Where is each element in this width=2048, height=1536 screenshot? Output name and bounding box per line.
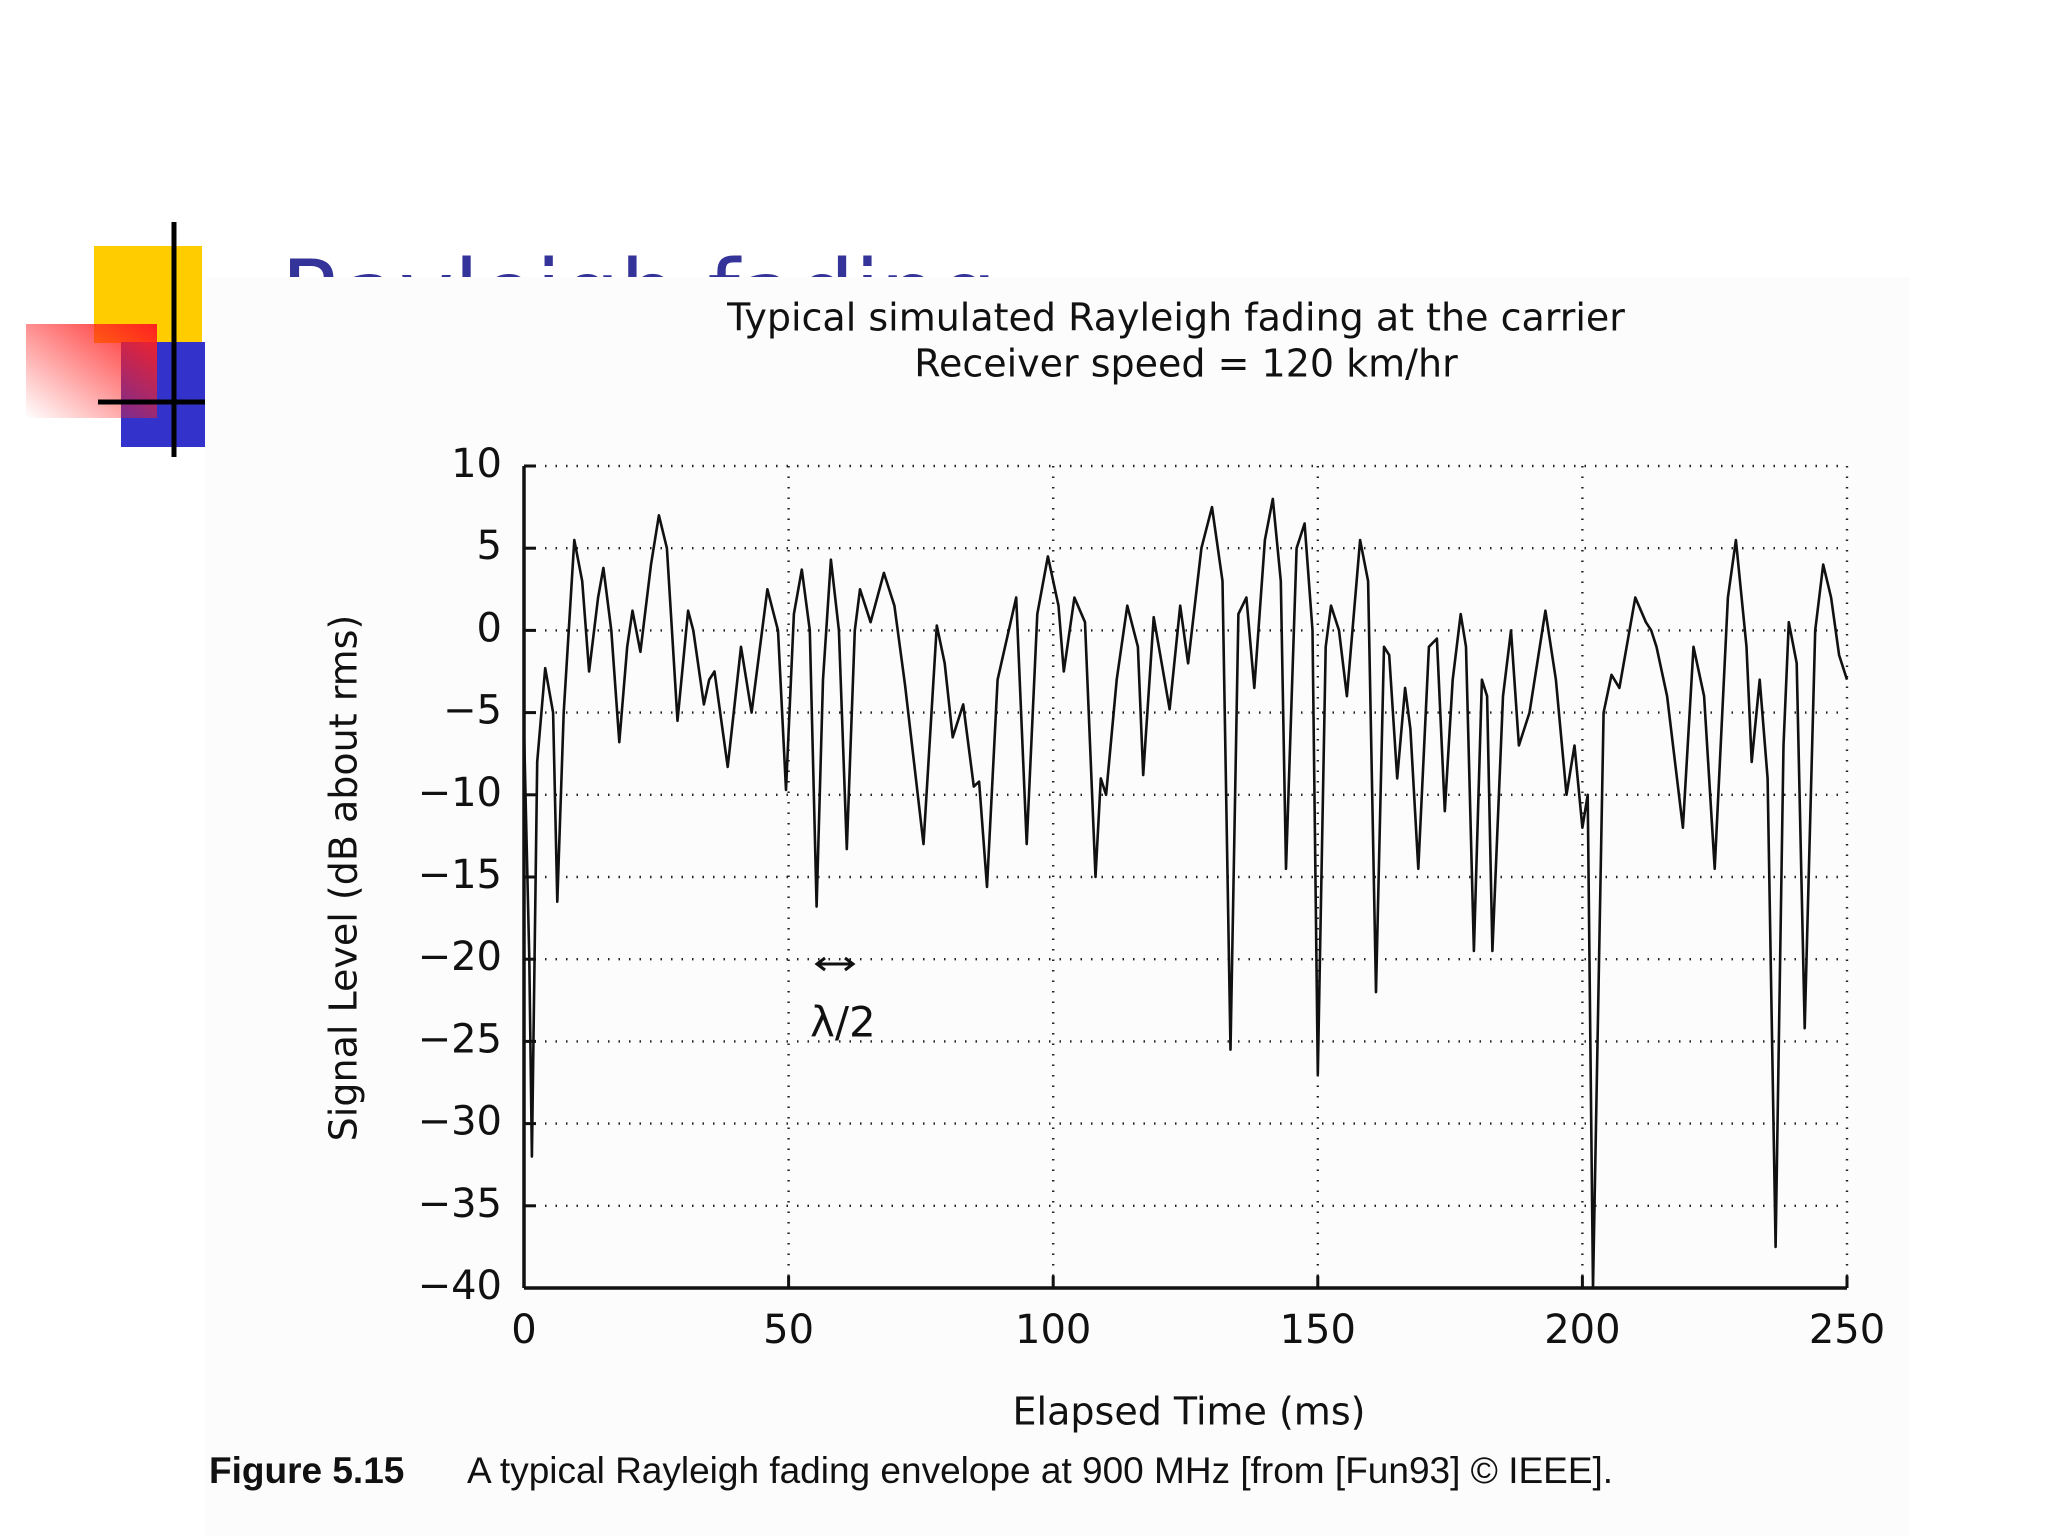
y-tick-label: 5 — [477, 523, 502, 569]
x-tick-label: 250 — [1809, 1307, 1885, 1353]
y-axis-label: Signal Level (dB about rms) — [322, 615, 366, 1142]
y-tick-label: −10 — [418, 770, 502, 816]
figure-panel — [205, 277, 1910, 1536]
x-tick-label: 200 — [1544, 1307, 1620, 1353]
chart-subtitle: Receiver speed = 120 km/hr — [914, 342, 1458, 386]
y-tick-label: −40 — [418, 1263, 502, 1309]
y-tick-label: −15 — [418, 852, 502, 898]
y-tick-label: −35 — [418, 1181, 502, 1227]
caption-label: Figure 5.15 — [209, 1450, 404, 1491]
x-tick-label: 100 — [1015, 1307, 1091, 1353]
x-axis-label: Elapsed Time (ms) — [1013, 1390, 1366, 1434]
y-tick-label: −25 — [418, 1016, 502, 1062]
y-tick-label: 10 — [451, 441, 502, 487]
x-tick-label: 150 — [1280, 1307, 1356, 1353]
chart-title: Typical simulated Rayleigh fading at the… — [726, 296, 1625, 340]
x-tick-label: 50 — [763, 1307, 814, 1353]
annotation: λ/2 — [810, 998, 876, 1047]
caption-text: A typical Rayleigh fading envelope at 90… — [467, 1450, 1613, 1491]
signal-line — [522, 497, 1849, 1290]
chart: Typical simulated Rayleigh fading at the… — [322, 296, 1886, 1434]
x-tick-label: 0 — [511, 1307, 536, 1353]
y-tick-label: −30 — [418, 1099, 502, 1145]
y-tick-label: −5 — [443, 688, 502, 734]
y-tick-label: 0 — [477, 605, 502, 651]
annotation-arrow-heads — [814, 956, 856, 972]
y-tick-label: −20 — [418, 934, 502, 980]
